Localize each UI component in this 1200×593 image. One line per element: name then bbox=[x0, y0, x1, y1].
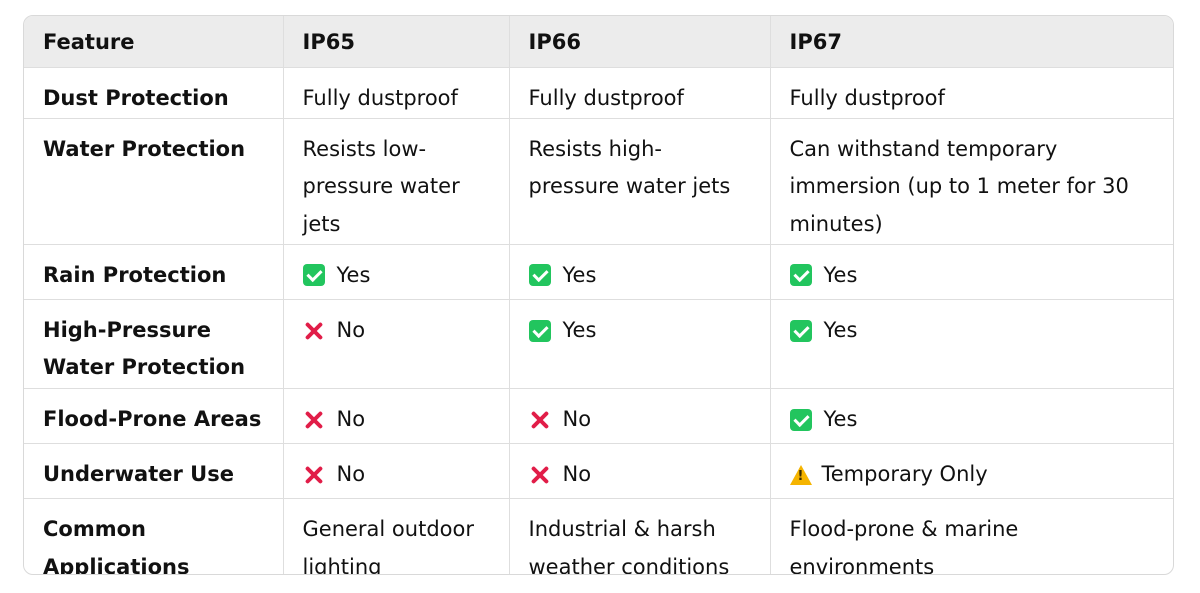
cross-icon bbox=[303, 464, 325, 486]
check-icon bbox=[789, 408, 812, 431]
cell-ip67: Can withstand temporary immersion (up to… bbox=[770, 118, 1173, 245]
warning-icon bbox=[789, 464, 812, 485]
cell-ip65: Fully dustproof bbox=[283, 67, 510, 119]
row-feature: Rain Protection bbox=[24, 244, 284, 300]
header-row: Feature IP65 IP66 IP67 bbox=[24, 16, 1173, 68]
status-text: Yes bbox=[823, 317, 858, 342]
cell-ip66: Industrial & harsh weather conditions bbox=[509, 498, 771, 574]
row-feature: High-Pressure Water Protection bbox=[24, 299, 284, 389]
cross-icon bbox=[529, 409, 551, 431]
check-icon bbox=[302, 264, 325, 287]
status-text: Temporary Only bbox=[821, 462, 988, 486]
cell-ip66: Fully dustproof bbox=[509, 67, 771, 119]
cell-ip65: No bbox=[283, 388, 510, 445]
cell-ip65: General outdoor lighting bbox=[283, 498, 510, 574]
status-text: Yes bbox=[562, 262, 597, 287]
header-ip67: IP67 bbox=[770, 16, 1173, 68]
table-row: Underwater Use No No Temporary Only bbox=[24, 443, 1173, 500]
status-text: No bbox=[562, 462, 592, 486]
row-feature: Underwater Use bbox=[24, 443, 284, 500]
cell-ip67: Yes bbox=[770, 388, 1173, 445]
status-text: No bbox=[562, 406, 592, 431]
cell-ip66: Yes bbox=[509, 299, 771, 389]
cell-ip66: No bbox=[509, 443, 771, 500]
status-text: Yes bbox=[562, 317, 597, 342]
status-text: Yes bbox=[336, 262, 371, 287]
comparison-table-container: Feature IP65 IP66 IP67 Dust Protection F… bbox=[23, 15, 1174, 575]
cell-ip65: No bbox=[283, 443, 510, 500]
cell-ip66: No bbox=[509, 388, 771, 445]
status-text: No bbox=[336, 406, 366, 431]
check-icon bbox=[789, 264, 812, 287]
table-row: Dust Protection Fully dustproof Fully du… bbox=[24, 67, 1173, 119]
status-text: No bbox=[336, 462, 366, 486]
cell-ip65: No bbox=[283, 299, 510, 389]
status-text: Yes bbox=[823, 262, 858, 287]
cell-ip67: Flood-prone & marine environments bbox=[789, 517, 1019, 575]
cell-ip67: Temporary Only bbox=[770, 443, 1173, 500]
cell-ip67: Yes bbox=[770, 299, 1173, 389]
cell-ip66: Resists high-pressure water jets bbox=[509, 118, 771, 245]
row-feature: Flood-Prone Areas bbox=[24, 388, 284, 445]
cell-ip67: Fully dustproof bbox=[770, 67, 1173, 119]
cell-ip65: Resists low-pressure water jets bbox=[283, 118, 510, 245]
check-icon bbox=[789, 319, 812, 342]
cell-ip65: Yes bbox=[283, 244, 510, 300]
ip-rating-comparison-table: Feature IP65 IP66 IP67 Dust Protection F… bbox=[24, 16, 1173, 575]
cell-ip66: Yes bbox=[509, 244, 771, 300]
header-ip66: IP66 bbox=[509, 16, 771, 68]
header-feature: Feature bbox=[24, 16, 284, 68]
row-feature: Common Applications bbox=[24, 498, 284, 574]
table-row: Water Protection Resists low-pressure wa… bbox=[24, 118, 1173, 245]
check-icon bbox=[528, 264, 551, 287]
cross-icon bbox=[303, 320, 325, 342]
check-icon bbox=[528, 319, 551, 342]
cross-icon bbox=[529, 464, 551, 486]
cross-icon bbox=[303, 409, 325, 431]
table-row: Flood-Prone Areas No No Yes bbox=[24, 388, 1173, 445]
status-text: No bbox=[336, 317, 366, 342]
status-text: Yes bbox=[823, 406, 858, 431]
table-body: Dust Protection Fully dustproof Fully du… bbox=[24, 67, 1173, 575]
table-row: High-Pressure Water Protection No Yes Ye… bbox=[24, 299, 1173, 389]
cell-ip67: Yes bbox=[770, 244, 1173, 300]
table-row: Rain Protection Yes Yes Yes bbox=[24, 244, 1173, 300]
table-header: Feature IP65 IP66 IP67 bbox=[24, 16, 1173, 68]
row-feature: Dust Protection bbox=[24, 67, 284, 119]
table-row: Common Applications General outdoor ligh… bbox=[24, 498, 1173, 575]
row-feature: Water Protection bbox=[24, 118, 284, 245]
header-ip65: IP65 bbox=[283, 16, 510, 68]
